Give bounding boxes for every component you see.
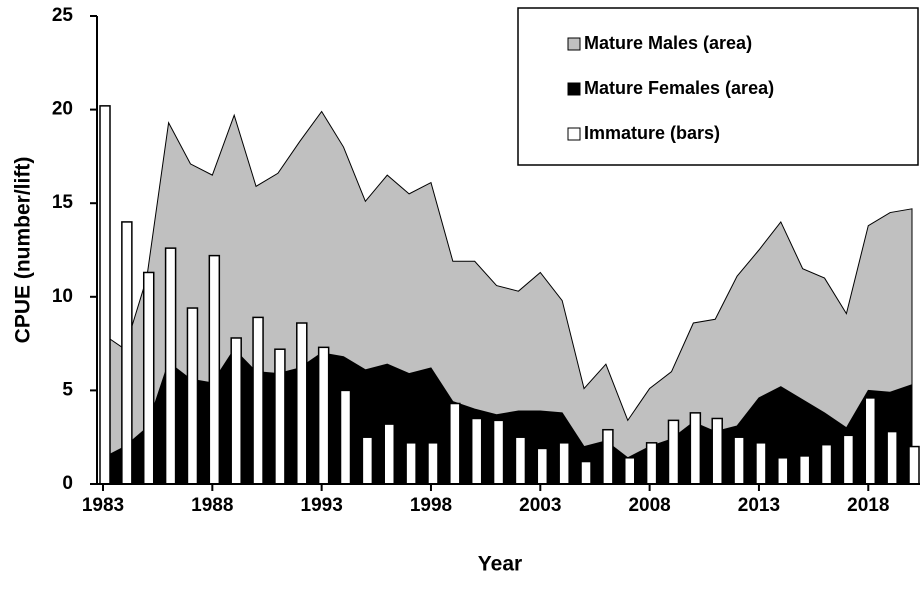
x-tick-label: 1988: [191, 495, 233, 516]
y-axis-title: CPUE (number/lift): [12, 157, 35, 344]
bar: [296, 322, 308, 485]
bar: [186, 307, 199, 485]
bar: [908, 445, 920, 485]
y-tick-label: 25: [52, 5, 74, 26]
bar: [449, 402, 461, 485]
bar: [252, 316, 264, 485]
bar: [492, 419, 505, 485]
bar: [274, 348, 286, 485]
x-tick-label: 2018: [847, 495, 889, 516]
bar: [164, 247, 177, 485]
bar: [405, 442, 417, 485]
bar: [602, 428, 614, 485]
bar: [142, 271, 155, 485]
x-tick-label: 2013: [738, 495, 780, 516]
bar: [427, 442, 439, 485]
bar: [645, 442, 658, 485]
legend-swatch: [567, 82, 581, 96]
legend-label: Mature Females (area): [584, 78, 774, 98]
bar: [842, 434, 855, 485]
x-axis-title: Year: [478, 553, 522, 576]
bar: [230, 337, 242, 485]
bar: [208, 254, 221, 485]
x-tick-label: 1983: [82, 495, 124, 516]
y-tick-label: 15: [52, 192, 74, 213]
legend-label: Mature Males (area): [584, 33, 752, 53]
x-tick-label: 2008: [628, 495, 670, 516]
y-tick-label: 5: [62, 379, 73, 400]
bar: [121, 221, 133, 485]
bar: [755, 442, 767, 485]
bar: [667, 419, 680, 485]
bar: [864, 397, 877, 485]
legend-swatch: [567, 37, 581, 51]
bar: [820, 443, 833, 485]
legend-swatch: [567, 127, 581, 141]
y-tick-label: 0: [62, 473, 73, 494]
bar: [580, 460, 592, 485]
bar: [339, 389, 352, 485]
bar: [798, 455, 811, 485]
x-tick-label: 1998: [410, 495, 452, 516]
bar: [624, 457, 636, 485]
bar: [317, 346, 330, 485]
x-tick-label: 1993: [301, 495, 343, 516]
bar: [470, 417, 483, 485]
bar: [536, 447, 549, 485]
y-tick-label: 20: [52, 99, 73, 120]
bar: [514, 436, 527, 485]
bar: [777, 457, 789, 485]
bar: [558, 442, 570, 485]
bar: [383, 423, 395, 485]
bar: [361, 436, 374, 485]
x-tick-label: 2003: [519, 495, 561, 516]
legend-label: Immature (bars): [584, 123, 720, 143]
bar: [689, 412, 702, 485]
bar: [886, 430, 898, 485]
y-tick-label: 10: [52, 286, 73, 307]
legend-box: [517, 7, 919, 166]
area: [102, 110, 913, 459]
bar: [711, 417, 723, 485]
bar: [99, 105, 111, 485]
bar: [733, 436, 745, 485]
